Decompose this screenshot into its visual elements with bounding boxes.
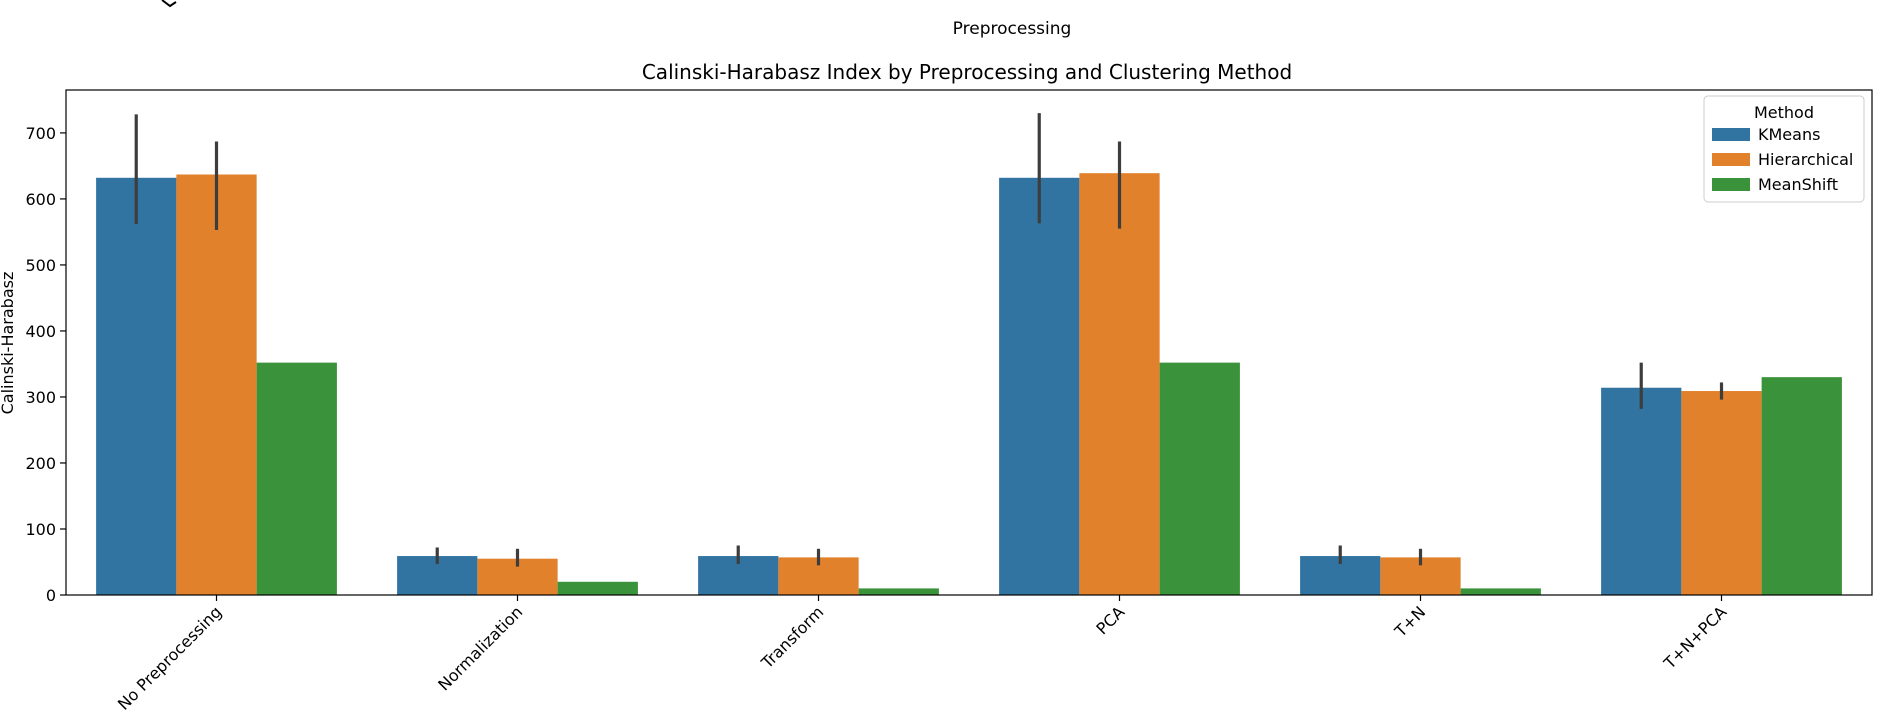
bar-hierarchical-3 (1079, 173, 1160, 596)
y-tick-label-600: 600 (25, 190, 56, 209)
y-tick-label-500: 500 (25, 256, 56, 275)
plot-frame (65, 89, 1873, 596)
bars-layer (96, 173, 1842, 596)
bar-hierarchical-0 (176, 174, 257, 595)
legend-label-kmeans: KMeans (1758, 125, 1820, 144)
y-tick-label-0: 0 (46, 586, 56, 605)
y-tick-label-400: 400 (25, 322, 56, 341)
y-axis: 0 100 200 300 400 500 600 700 (25, 124, 66, 605)
errorbars-layer (134, 113, 1724, 567)
y-tick-label-700: 700 (25, 124, 56, 143)
bar-meanshift-3 (1159, 362, 1240, 595)
x-axis: No Preprocessing Normalization Transform PC… (114, 595, 1730, 714)
y-tick-label-200: 200 (25, 454, 56, 473)
legend-swatch-meanshift (1712, 178, 1750, 191)
y-tick-label-300: 300 (25, 388, 56, 407)
x-tick-label-1: Normalization (434, 602, 526, 694)
x-tick-label-3: PCA (1092, 602, 1128, 638)
bar-kmeans-5 (1601, 387, 1682, 595)
bar-kmeans-0 (96, 177, 177, 596)
y-tick-label-100: 100 (25, 520, 56, 539)
bar-hierarchical-5 (1681, 391, 1762, 595)
bar-meanshift-5 (1761, 377, 1842, 595)
x-tick-label-2: Transform (757, 602, 827, 672)
legend-title: Method (1754, 103, 1814, 122)
clipped-tick-fragment (161, 0, 177, 8)
x-tick-label-0: No Preprocessing (114, 602, 225, 713)
legend-swatch-kmeans (1712, 128, 1750, 141)
x-tick-label-4: T+N (1390, 602, 1429, 641)
legend-label-meanshift: MeanShift (1758, 175, 1838, 194)
chart-title: Calinski-Harabasz Index by Preprocessing… (642, 60, 1292, 84)
bar-meanshift-2 (858, 588, 939, 595)
bar-meanshift-4 (1460, 588, 1541, 595)
top-xlabel-fragment: Preprocessing (953, 19, 1072, 39)
x-tick-label-5: T+N+PCA (1659, 602, 1730, 673)
bar-kmeans-3 (999, 177, 1080, 596)
legend-box (1703, 95, 1865, 203)
legend-swatch-hierarchical (1712, 153, 1750, 166)
legend-label-hierarchical: Hierarchical (1758, 150, 1853, 169)
bar-meanshift-1 (557, 581, 638, 595)
y-axis-label: Calinski-Harabasz (0, 272, 17, 415)
bar-meanshift-0 (256, 362, 337, 595)
legend: Method KMeans Hierarchical MeanShift (1703, 95, 1865, 203)
